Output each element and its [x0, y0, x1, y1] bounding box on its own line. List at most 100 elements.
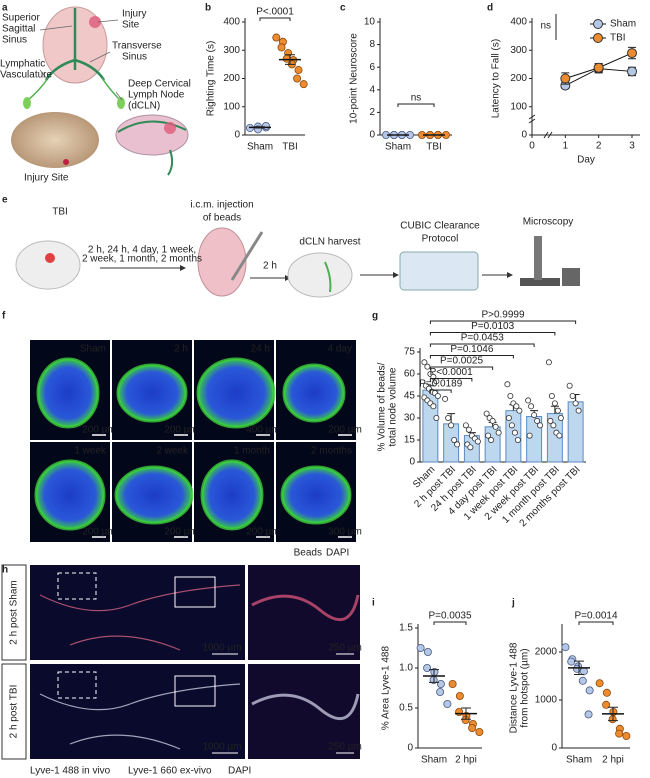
y-axis-label: % Area Lyve-1 488: [381, 646, 392, 731]
micrograph-zoom: [248, 565, 360, 660]
y-tick-label: 200: [223, 73, 240, 84]
lymph-node-image: [34, 459, 106, 531]
data-point: [282, 54, 291, 63]
brain-illustration: [11, 6, 189, 176]
mouse: [15, 240, 81, 290]
y-tick-label: 400: [510, 17, 527, 28]
scale-bar-label: 200 µm: [82, 527, 116, 538]
y-tick-label: 15: [404, 435, 416, 446]
significance-bracket: [429, 343, 535, 347]
sem-bar: [574, 660, 584, 676]
data-point: [299, 80, 308, 89]
data-point: [454, 441, 461, 448]
data-point: [526, 432, 533, 439]
diagram-label: Transverse: [112, 41, 162, 52]
diagram-label: Lymphatic: [0, 59, 45, 70]
mouse: [287, 252, 353, 298]
significance-label: P>0.9999: [481, 310, 525, 321]
y-tick-label: 30: [404, 413, 416, 424]
data-point: [448, 680, 457, 689]
row-label: 2 h post Sham: [9, 580, 20, 644]
significance-label: P=0.0025: [440, 356, 484, 367]
inset-box: [174, 675, 216, 707]
scale-bar-label: 300 µm: [328, 527, 362, 538]
data-point: [566, 382, 573, 389]
data-point: [511, 429, 518, 436]
data-point: [537, 422, 544, 429]
scale-bar-label: 1000 µm: [202, 643, 241, 654]
scale-bar-label: 200 µm: [246, 527, 280, 538]
diagram-label: Injury: [122, 9, 146, 20]
data-point: [434, 392, 441, 399]
x-axis-label: Day: [577, 155, 595, 166]
significance-bracket: [429, 320, 577, 324]
data-point: [556, 432, 563, 439]
micrograph: [30, 565, 245, 660]
panel-letter: f: [2, 311, 6, 322]
lymph-node-image: [114, 465, 194, 525]
significance-label: ns: [540, 21, 551, 32]
y-axis-label: from hotspot (µm): [520, 648, 531, 727]
image-label: 24 h: [251, 344, 270, 355]
data-point: [525, 397, 532, 404]
diagram-label: Superior: [2, 13, 40, 24]
data-point: [504, 381, 511, 388]
diagram-label: Sinus: [2, 35, 27, 46]
plate: [399, 251, 479, 291]
x-tick-label: Sham: [385, 142, 411, 153]
lymph-vessel: [27, 77, 121, 101]
data-point: [513, 403, 520, 410]
data-point: [436, 680, 445, 689]
step-label: 2 h, 24 h, 4 day, 1 week,: [88, 245, 196, 256]
data-point: [465, 426, 472, 433]
scale-bar-label: 1000 µm: [202, 742, 241, 753]
data-point: [615, 729, 624, 738]
y-tick-label: 45: [404, 391, 416, 402]
legend-label: Lyve-1 488 in vivo: [30, 766, 111, 777]
lymph-node: [23, 97, 31, 109]
legend-label: DAPI: [326, 548, 349, 559]
panel-letter: a: [2, 3, 8, 14]
y-tick-label: 0: [234, 130, 240, 141]
lymph-node-image: [116, 363, 188, 423]
step-label: i.c.m. injection: [190, 200, 253, 211]
diagram-label: Lymph Node: [128, 90, 185, 101]
data-point: [489, 417, 496, 424]
data-point: [468, 724, 477, 733]
data-point: [423, 664, 432, 673]
image-label: 1 month: [234, 446, 270, 457]
vessel: [251, 693, 360, 720]
y-tick-label: 8: [369, 39, 375, 50]
diagram-label: Sagittal: [2, 24, 35, 35]
image-label: Sham: [80, 344, 106, 355]
data-point: [293, 74, 302, 83]
y-axis-label: % Volume of beads/: [377, 362, 388, 451]
significance-bracket: [429, 355, 514, 359]
data-point: [627, 66, 637, 77]
significance-bracket: [429, 332, 556, 336]
x-tick-label: Sham: [247, 142, 273, 153]
significance-bracket: [259, 17, 291, 21]
injury-spot: [89, 16, 101, 28]
panel-letter: b: [205, 3, 211, 14]
panel-letter: g: [372, 311, 378, 322]
data-point: [474, 438, 481, 445]
step-label: 2 h: [263, 261, 277, 272]
data-point: [578, 676, 587, 685]
data-point: [514, 436, 521, 443]
scale-bar-label: 250 µm: [328, 643, 362, 654]
data-point: [443, 700, 452, 709]
data-point: [572, 400, 579, 407]
data-point: [445, 414, 452, 421]
significance-bracket: [433, 621, 467, 625]
data-point: [584, 710, 593, 719]
x-tick-label: 2 hpi: [455, 755, 477, 766]
y-tick-label: 60: [404, 369, 416, 380]
data-point: [423, 648, 432, 657]
scale-bar-label: 200 µm: [164, 527, 198, 538]
sem-bar: [255, 126, 265, 129]
data-point: [531, 412, 538, 419]
data-point: [627, 48, 637, 59]
